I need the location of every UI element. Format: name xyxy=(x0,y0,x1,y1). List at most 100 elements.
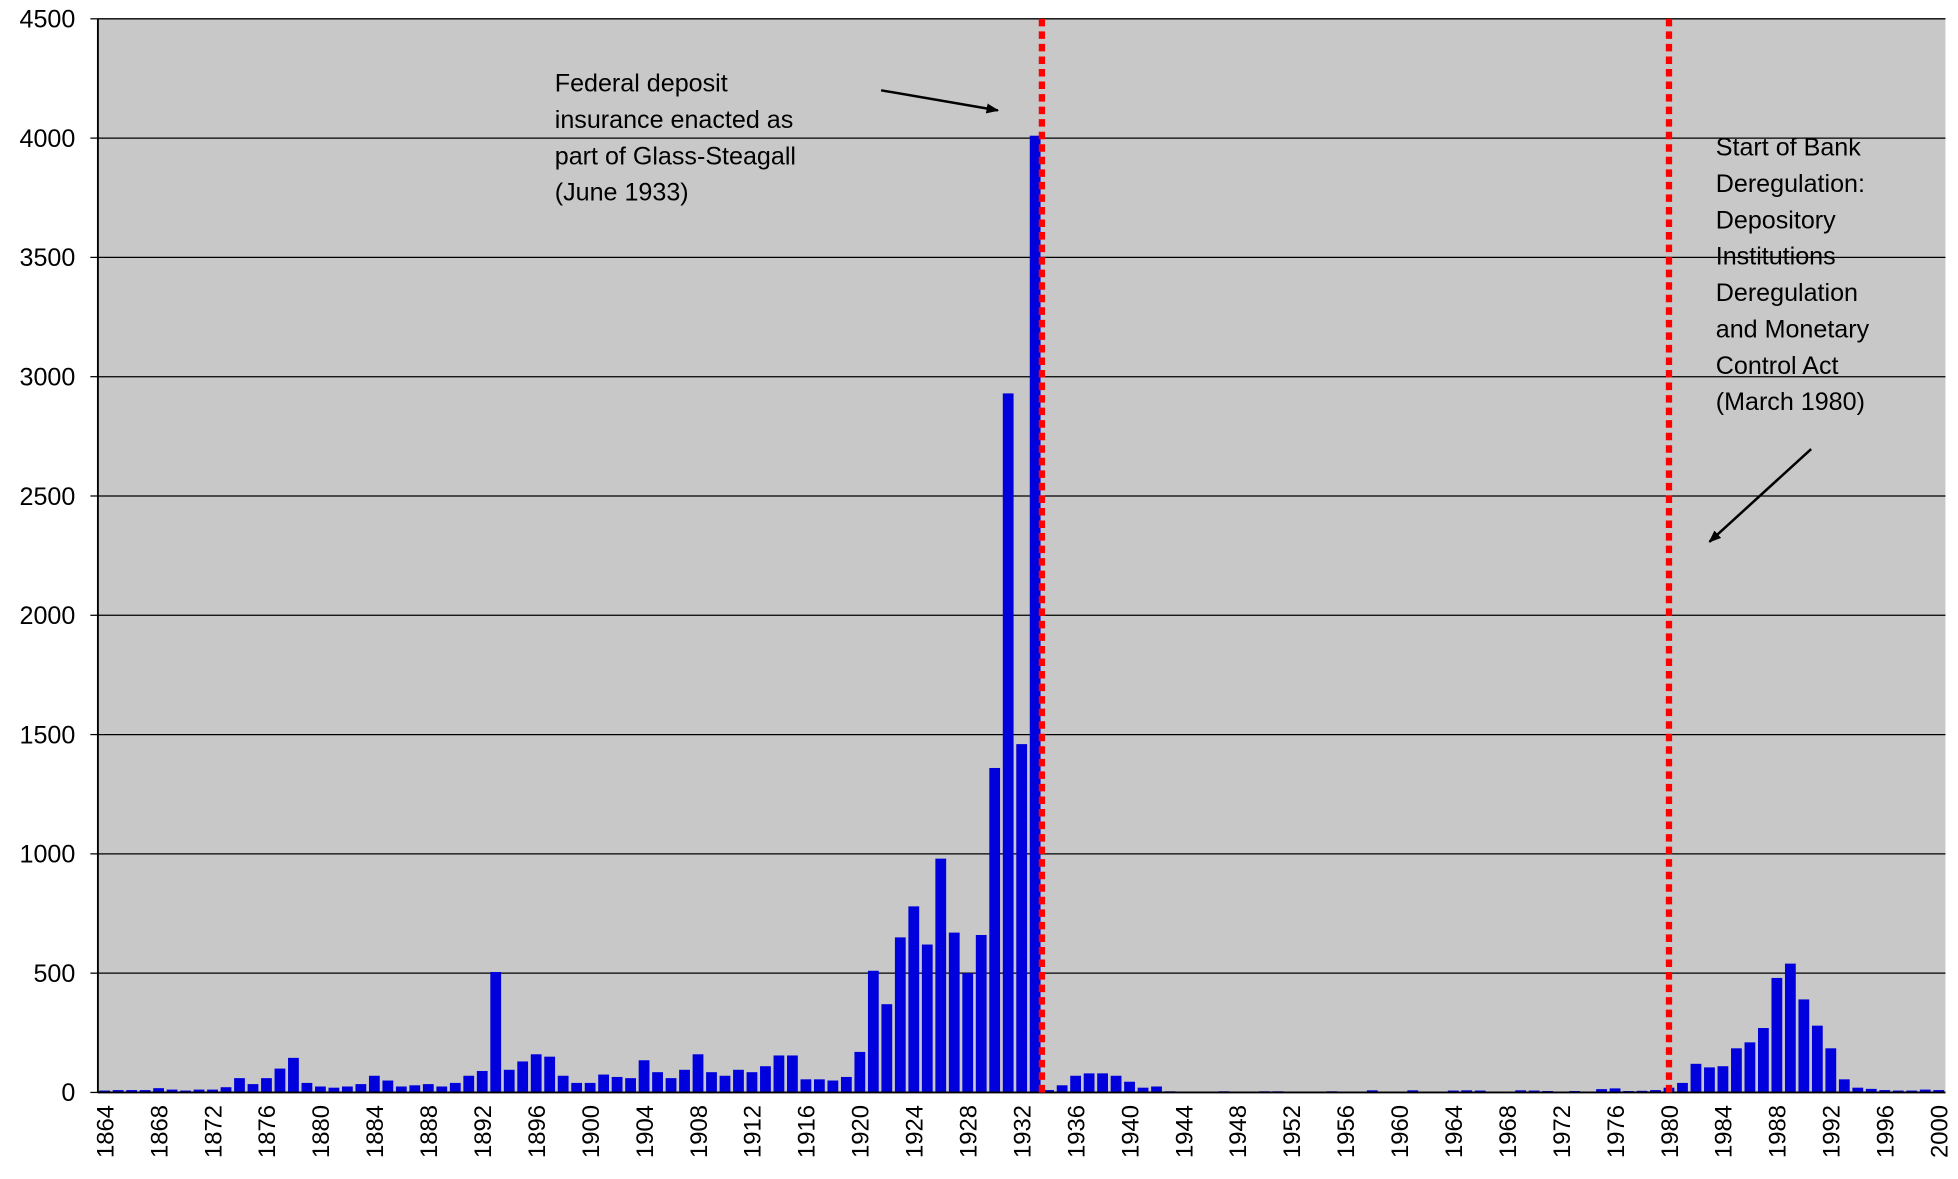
x-tick-label: 1968 xyxy=(1495,1105,1522,1158)
bar xyxy=(1016,744,1028,1093)
bar xyxy=(274,1068,286,1093)
bar xyxy=(1704,1067,1715,1093)
bar xyxy=(193,1089,205,1093)
bar xyxy=(207,1089,218,1093)
bar xyxy=(1043,1090,1055,1093)
bar xyxy=(706,1072,717,1093)
bar xyxy=(490,971,502,1093)
bar xyxy=(1838,1079,1850,1093)
x-tick-label: 1924 xyxy=(902,1105,929,1158)
bar xyxy=(112,1090,124,1093)
bar xyxy=(625,1078,636,1093)
bar xyxy=(220,1087,232,1093)
bar xyxy=(1744,1042,1756,1093)
bar xyxy=(598,1074,610,1093)
bar xyxy=(1811,1025,1823,1093)
bar xyxy=(517,1061,529,1093)
bar xyxy=(948,932,960,1093)
x-tick-label: 1984 xyxy=(1711,1105,1738,1158)
x-tick-label: 1884 xyxy=(362,1105,389,1158)
x-tick-label: 1932 xyxy=(1009,1105,1036,1158)
bar xyxy=(679,1069,690,1093)
x-tick-label: 1920 xyxy=(848,1105,875,1158)
bar xyxy=(1137,1087,1149,1093)
annotation-text: Control Act xyxy=(1716,352,1839,380)
bar xyxy=(180,1090,191,1093)
bar xyxy=(1474,1090,1486,1093)
bar xyxy=(1919,1089,1931,1093)
bar xyxy=(1852,1087,1864,1093)
bar xyxy=(126,1090,138,1093)
bar xyxy=(422,1084,434,1093)
bar xyxy=(368,1075,380,1093)
x-tick-label: 1996 xyxy=(1873,1105,1900,1158)
x-tick-label: 1956 xyxy=(1333,1105,1360,1158)
bar xyxy=(1784,963,1796,1093)
x-tick-label: 1976 xyxy=(1603,1105,1630,1158)
bar xyxy=(652,1072,663,1093)
x-tick-label: 1892 xyxy=(470,1105,497,1158)
bar xyxy=(1677,1082,1688,1093)
annotation-text: (June 1933) xyxy=(555,179,689,207)
annotation-text: insurance enacted as xyxy=(555,106,793,134)
bar xyxy=(840,1076,852,1093)
y-tick-label: 4500 xyxy=(19,6,75,34)
bar xyxy=(1865,1088,1877,1093)
x-tick-label: 1948 xyxy=(1225,1105,1252,1158)
bar xyxy=(449,1082,461,1093)
bar xyxy=(288,1057,299,1093)
bar xyxy=(692,1054,704,1093)
x-tick-label: 1868 xyxy=(146,1105,173,1158)
y-tick-label: 2000 xyxy=(19,602,75,630)
bar xyxy=(153,1088,164,1093)
y-tick-label: 2500 xyxy=(19,483,75,511)
bar xyxy=(341,1086,353,1093)
bar xyxy=(530,1054,542,1093)
x-tick-label: 1928 xyxy=(956,1105,983,1158)
bar xyxy=(1933,1090,1945,1093)
x-tick-label: 1964 xyxy=(1441,1105,1468,1158)
bar xyxy=(1070,1075,1082,1093)
annotation-text: (March 1980) xyxy=(1716,388,1865,416)
annotation-arrow xyxy=(880,89,1000,114)
bar xyxy=(867,970,879,1093)
bar xyxy=(733,1069,744,1093)
bar xyxy=(1609,1088,1621,1093)
bar xyxy=(1407,1090,1419,1093)
bar xyxy=(261,1078,272,1093)
x-tick-label: 1908 xyxy=(686,1105,713,1158)
bar xyxy=(800,1079,812,1093)
x-tick-label: 1992 xyxy=(1819,1105,1846,1158)
x-tick-label: 1904 xyxy=(632,1105,659,1158)
bar xyxy=(355,1084,367,1093)
x-tick-label: 1876 xyxy=(254,1105,281,1158)
bar xyxy=(301,1082,313,1093)
bar xyxy=(584,1082,596,1093)
bar xyxy=(1097,1073,1108,1093)
bar xyxy=(544,1056,556,1093)
x-tick-label: 1880 xyxy=(308,1105,335,1158)
annotation-text: Deregulation: xyxy=(1716,170,1865,198)
bar xyxy=(1461,1090,1473,1093)
x-tick-label: 1960 xyxy=(1387,1105,1414,1158)
bar xyxy=(881,1004,893,1093)
bar xyxy=(787,1055,798,1093)
bar xyxy=(463,1075,475,1093)
bar xyxy=(395,1086,407,1093)
bar xyxy=(746,1072,758,1093)
x-tick-label: 1972 xyxy=(1549,1105,1576,1158)
bar xyxy=(1892,1090,1904,1093)
x-tick-label: 1900 xyxy=(578,1105,605,1158)
y-tick-label: 1500 xyxy=(19,721,75,749)
bar xyxy=(827,1080,839,1093)
bar xyxy=(1650,1090,1661,1093)
bar xyxy=(1596,1089,1607,1093)
bar xyxy=(1528,1090,1540,1093)
bar xyxy=(1515,1090,1527,1093)
x-tick-label: 1888 xyxy=(416,1105,443,1158)
bar xyxy=(571,1082,583,1093)
bar xyxy=(382,1080,394,1093)
bar xyxy=(1771,977,1783,1093)
bar xyxy=(935,858,947,1093)
